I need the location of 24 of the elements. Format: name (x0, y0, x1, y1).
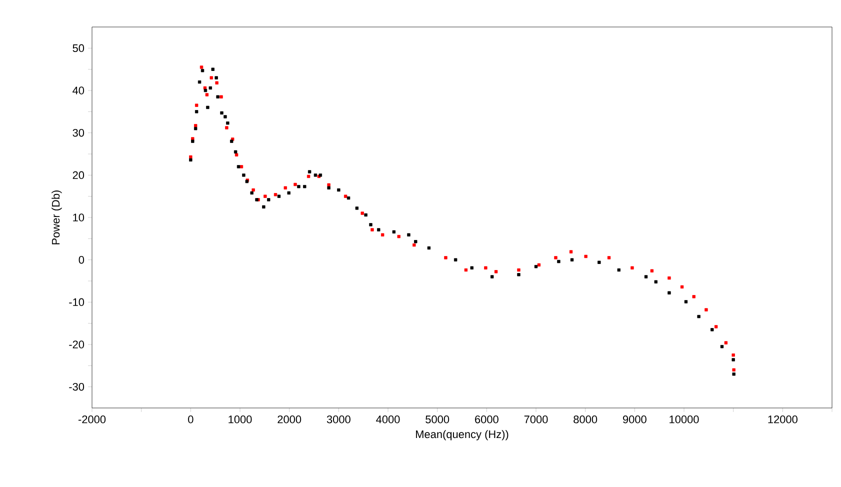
x-tick-label: 0 (188, 416, 194, 424)
y-tick-label: -20 (69, 340, 84, 348)
x-axis-title: Mean(quency (Hz)) (416, 430, 508, 440)
y-tick-label: 30 (72, 128, 84, 137)
y-tick-label: 0 (78, 256, 84, 264)
y-tick-label: -30 (69, 382, 84, 391)
x-tick-label: 1000 (228, 416, 252, 424)
y-tick-label: 20 (72, 171, 84, 180)
x-tick-label: 5000 (426, 416, 450, 424)
x-tick-label: 2000 (278, 416, 302, 424)
x-tick-label: 4000 (376, 416, 400, 424)
x-tick-label: 3000 (326, 416, 350, 424)
x-tick-label: 9000 (623, 416, 646, 424)
x-tick-label: 7000 (524, 416, 548, 424)
x-tick-label: -2000 (78, 416, 106, 424)
x-tick-label: 6000 (475, 416, 498, 424)
y-tick-label: -10 (69, 298, 84, 306)
x-tick-label: 10000 (670, 416, 699, 424)
y-tick-label: 50 (72, 44, 84, 52)
y-tick-label: 40 (72, 86, 84, 94)
y-tick-label: 10 (73, 214, 84, 222)
x-tick-label: 12000 (768, 416, 798, 424)
x-tick-label: 8000 (574, 416, 598, 424)
y-axis-title: Power (Db) (52, 190, 62, 244)
